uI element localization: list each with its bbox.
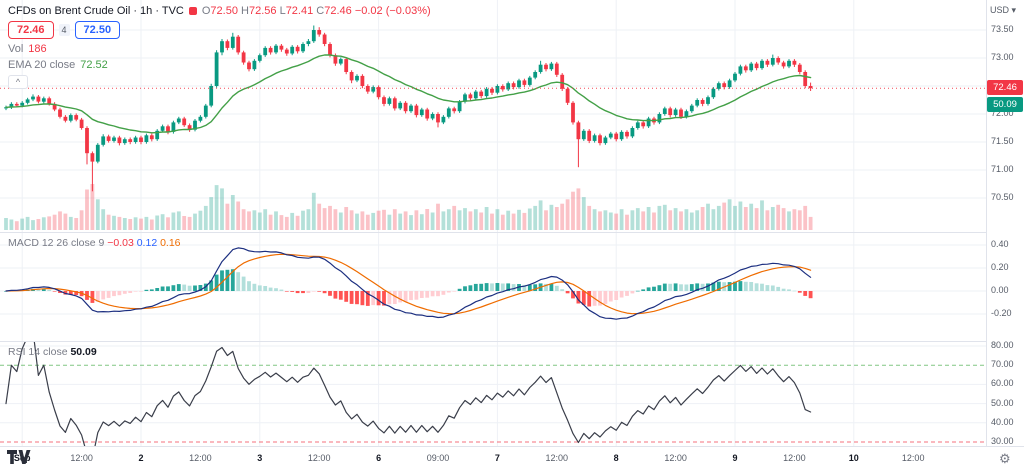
tradingview-logo-icon — [7, 450, 31, 464]
ema-legend: EMA 20 close 72.52 — [8, 59, 431, 71]
rsi-value-badge: 50.09 — [987, 97, 1023, 113]
time-axis-label: 2 — [138, 453, 144, 463]
ohlc-high: 72.56 — [248, 5, 277, 17]
axis-tick-label: -0.20 — [991, 308, 1012, 318]
macd-signal-value: 0.16 — [160, 237, 181, 249]
axis-tick-label: 72.00 — [991, 108, 1014, 118]
right-axis[interactable]: 73.5073.0072.5072.0071.5071.0070.500.400… — [986, 0, 1024, 446]
macd-hist-value: −0.03 — [107, 237, 134, 249]
time-axis-label: 7 — [494, 453, 500, 463]
axis-tick-label: 70.50 — [991, 192, 1014, 202]
macd-pane[interactable] — [0, 233, 986, 341]
axis-tick-label: 0.40 — [991, 239, 1009, 249]
ohlc-close: 72.46 — [324, 5, 352, 17]
axis-tick-label: 80.00 — [991, 340, 1014, 350]
volume-legend: Vol 186 — [8, 43, 431, 55]
pane-separator[interactable] — [0, 232, 1024, 233]
axis-tick-label: 71.00 — [991, 164, 1014, 174]
axis-tick-label: 50.00 — [991, 397, 1014, 408]
macd-label[interactable]: MACD 12 26 close 9 — [8, 237, 105, 249]
ohlc-change: −0.02 (−0.03%) — [354, 5, 431, 17]
time-axis-label: 12:00 — [545, 453, 569, 463]
symbol-legend: CFDs on Brent Crude Oil · 1h · TVC O72.5… — [8, 5, 431, 93]
time-axis-label: 8 — [613, 453, 619, 463]
time-axis-label: 9 — [732, 453, 738, 463]
macd-legend: MACD 12 26 close 9 −0.03 0.12 0.16 — [8, 237, 181, 249]
time-axis-label: 12:00 — [70, 453, 93, 463]
volume-label: Vol — [8, 43, 24, 55]
volume-value: 186 — [28, 43, 47, 55]
symbol-row: CFDs on Brent Crude Oil · 1h · TVC O72.5… — [8, 5, 431, 17]
axis-tick-label: 70.00 — [991, 359, 1014, 370]
rsi-value: 50.09 — [70, 346, 97, 358]
currency-label: USD — [990, 5, 1010, 15]
time-axis-label: 09:00 — [426, 453, 450, 463]
axis-tick-label: 0.00 — [991, 285, 1009, 295]
rsi-legend: RSI 14 close 50.09 — [8, 346, 97, 358]
axis-tick-label: 30.00 — [991, 436, 1014, 446]
axis-tick-label: 60.00 — [991, 378, 1014, 389]
pane-separator[interactable] — [0, 341, 1024, 342]
spread-value: 4 — [58, 24, 70, 36]
axis-tick-label: 40.00 — [991, 416, 1014, 427]
time-axis-label: 12:00 — [664, 453, 687, 463]
time-axis[interactable]: Sep12:00212:00312:00609:00712:00812:0091… — [0, 446, 1024, 471]
ema-value: 72.52 — [80, 59, 108, 71]
time-axis-label: 6 — [376, 453, 382, 463]
time-axis-label: 12:00 — [901, 453, 925, 463]
price-chart-svg[interactable] — [0, 0, 986, 232]
time-axis-label: 3 — [257, 453, 263, 463]
time-axis-label: 12:00 — [189, 453, 212, 463]
rsi-pane[interactable] — [0, 342, 986, 446]
time-axis-label: 12:00 — [307, 453, 331, 463]
axis-tick-label: 73.00 — [991, 52, 1014, 62]
ema-label: EMA 20 close — [8, 59, 76, 71]
tvc-logo-icon — [188, 7, 197, 15]
price-pane[interactable] — [0, 0, 986, 232]
settings-gear-icon[interactable]: ⚙ — [999, 451, 1011, 466]
macd-line-value: 0.12 — [136, 237, 158, 249]
currency-button[interactable]: USD ▾ — [990, 5, 1016, 16]
pane-collapse-button[interactable]: ^ — [8, 75, 28, 89]
chevron-up-icon: ^ — [15, 76, 21, 87]
ohlc-values: O72.50 H72.56 L72.41 C72.46 −0.02 (−0.03… — [201, 5, 431, 17]
ohlc-low: 72.41 — [285, 5, 314, 17]
axis-tick-label: 71.50 — [991, 136, 1014, 146]
axis-tick-label: 0.20 — [991, 262, 1009, 272]
symbol-title[interactable]: CFDs on Brent Crude Oil · 1h · TVC — [8, 5, 184, 17]
macd-chart-svg[interactable] — [0, 233, 986, 341]
rsi-chart-svg[interactable] — [0, 342, 986, 446]
time-axis-label: 10 — [848, 453, 859, 463]
time-axis-label: 12:00 — [783, 453, 806, 463]
quote-row: 72.46 4 72.50 — [8, 21, 431, 39]
axis-tick-label: 73.50 — [991, 24, 1014, 34]
buy-price-button[interactable]: 72.50 — [74, 21, 121, 39]
rsi-label[interactable]: RSI 14 close — [8, 346, 68, 358]
caret-down-icon: ▾ — [1011, 5, 1017, 15]
ohlc-open: 72.50 — [210, 5, 238, 17]
sell-price-button[interactable]: 72.46 — [8, 21, 54, 39]
last-price-badge: 72.46 — [987, 80, 1023, 96]
tradingview-logo[interactable] — [7, 450, 31, 465]
